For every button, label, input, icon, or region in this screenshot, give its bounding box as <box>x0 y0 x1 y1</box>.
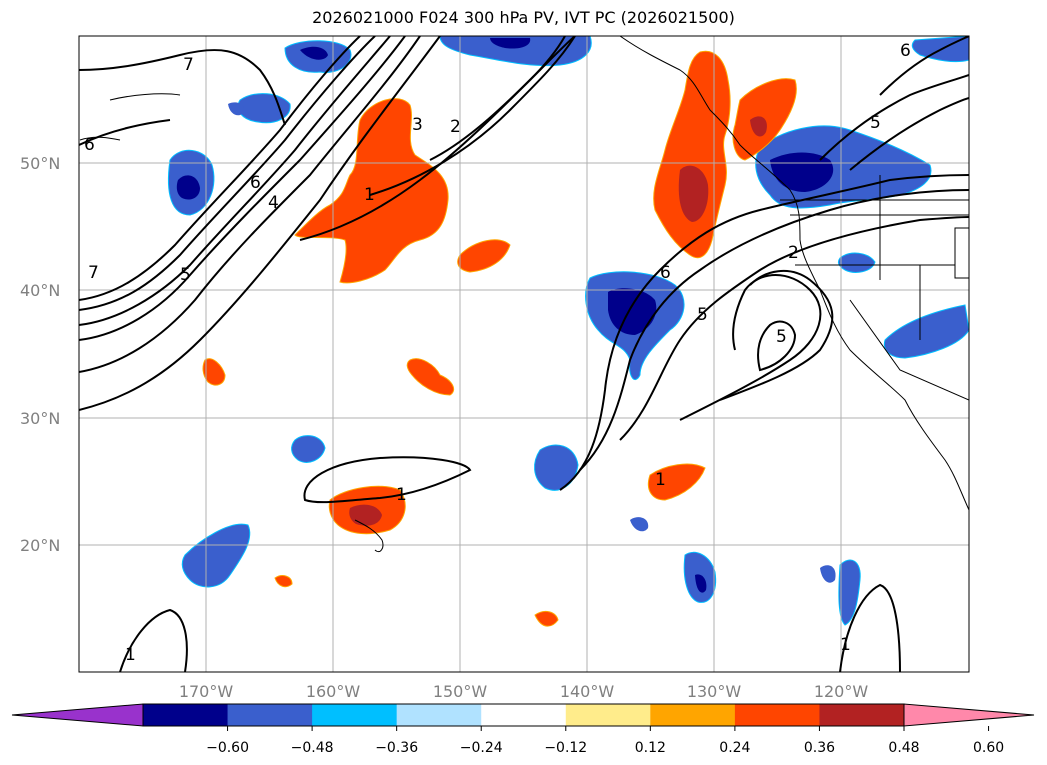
contour-label: 7 <box>183 55 194 75</box>
colorbar-tick-label: −0.36 <box>375 740 418 756</box>
contour-labels: 7 6 5 4 3 2 1 6 5 2 5 1 1 1 1 6 7 6 5 <box>84 41 911 665</box>
lon-label-120w: 120°W <box>814 682 869 701</box>
contour-label: 1 <box>125 645 136 665</box>
colorbar-tick-label: 0.12 <box>635 740 666 756</box>
contour-label: 6 <box>250 173 261 193</box>
colorbar-segment <box>819 704 905 726</box>
colorbar-ticks: −0.60 −0.48 −0.36 −0.24 −0.12 0.12 0.24 0.36 0.4… <box>206 726 1004 756</box>
contour-label: 6 <box>900 41 911 61</box>
colorbar-segment <box>481 704 567 726</box>
contour-label: 3 <box>412 115 423 135</box>
lat-label-20n: 20°N <box>20 536 60 555</box>
colorbar-tick-label: −0.48 <box>291 740 334 756</box>
contour-label: 1 <box>655 470 666 490</box>
colorbar: −0.60 −0.48 −0.36 −0.24 −0.12 0.12 0.24 0.36 0.4… <box>11 703 1035 756</box>
contour-label: 7 <box>88 263 99 283</box>
contour-label: 5 <box>697 305 708 325</box>
contour-label: 5 <box>870 113 881 133</box>
colorbar-segment <box>565 704 651 726</box>
graticule <box>79 36 969 672</box>
colorbar-segment <box>650 704 736 726</box>
contour-label: 5 <box>776 327 787 347</box>
lon-label-170w: 170°W <box>179 682 234 701</box>
lon-label-160w: 160°W <box>306 682 361 701</box>
ivt-contours <box>79 36 969 672</box>
colorbar-tick-label: 0.60 <box>973 740 1004 756</box>
contour-label: 2 <box>788 243 799 263</box>
contour-label: 2 <box>450 117 461 137</box>
colorbar-extend-left <box>11 703 144 727</box>
colorbar-tick-label: −0.12 <box>544 740 587 756</box>
colorbar-segments <box>143 704 905 726</box>
lon-label-140w: 140°W <box>560 682 615 701</box>
colorbar-segment <box>227 704 313 726</box>
lat-label-40n: 40°N <box>20 281 60 300</box>
latitude-labels: 20°N 30°N 40°N 50°N <box>20 154 60 555</box>
chart-title: 2026021000 F024 300 hPa PV, IVT PC (2026… <box>312 8 735 27</box>
longitude-labels: 170°W 160°W 150°W 140°W 130°W 120°W <box>179 682 869 701</box>
map-frame <box>78 35 970 673</box>
lon-label-130w: 130°W <box>687 682 742 701</box>
colorbar-tick-label: 0.24 <box>719 740 750 756</box>
contour-label: 4 <box>268 193 279 213</box>
contour-label: 1 <box>840 635 851 655</box>
colorbar-segment <box>312 704 398 726</box>
lat-label-50n: 50°N <box>20 154 60 173</box>
colorbar-outline <box>142 703 905 727</box>
colorbar-segment <box>143 704 229 726</box>
colorbar-tick-label: −0.60 <box>206 740 249 756</box>
contour-label: 1 <box>396 485 407 505</box>
lat-label-30n: 30°N <box>20 409 60 428</box>
negative-pv-shading <box>167 36 969 626</box>
map-content: 7 6 5 4 3 2 1 6 5 2 5 1 1 1 1 6 7 6 5 <box>79 36 969 672</box>
colorbar-extend-right <box>903 703 1035 727</box>
contour-label: 6 <box>84 135 95 155</box>
colorbar-segment <box>396 704 482 726</box>
lon-label-150w: 150°W <box>433 682 488 701</box>
colorbar-segment <box>734 704 820 726</box>
contour-label: 5 <box>180 265 191 285</box>
colorbar-tick-label: −0.24 <box>460 740 503 756</box>
contour-label: 6 <box>660 263 671 283</box>
colorbar-tick-label: 0.48 <box>888 740 919 756</box>
colorbar-tick-label: 0.36 <box>804 740 835 756</box>
contour-label: 1 <box>364 185 375 205</box>
